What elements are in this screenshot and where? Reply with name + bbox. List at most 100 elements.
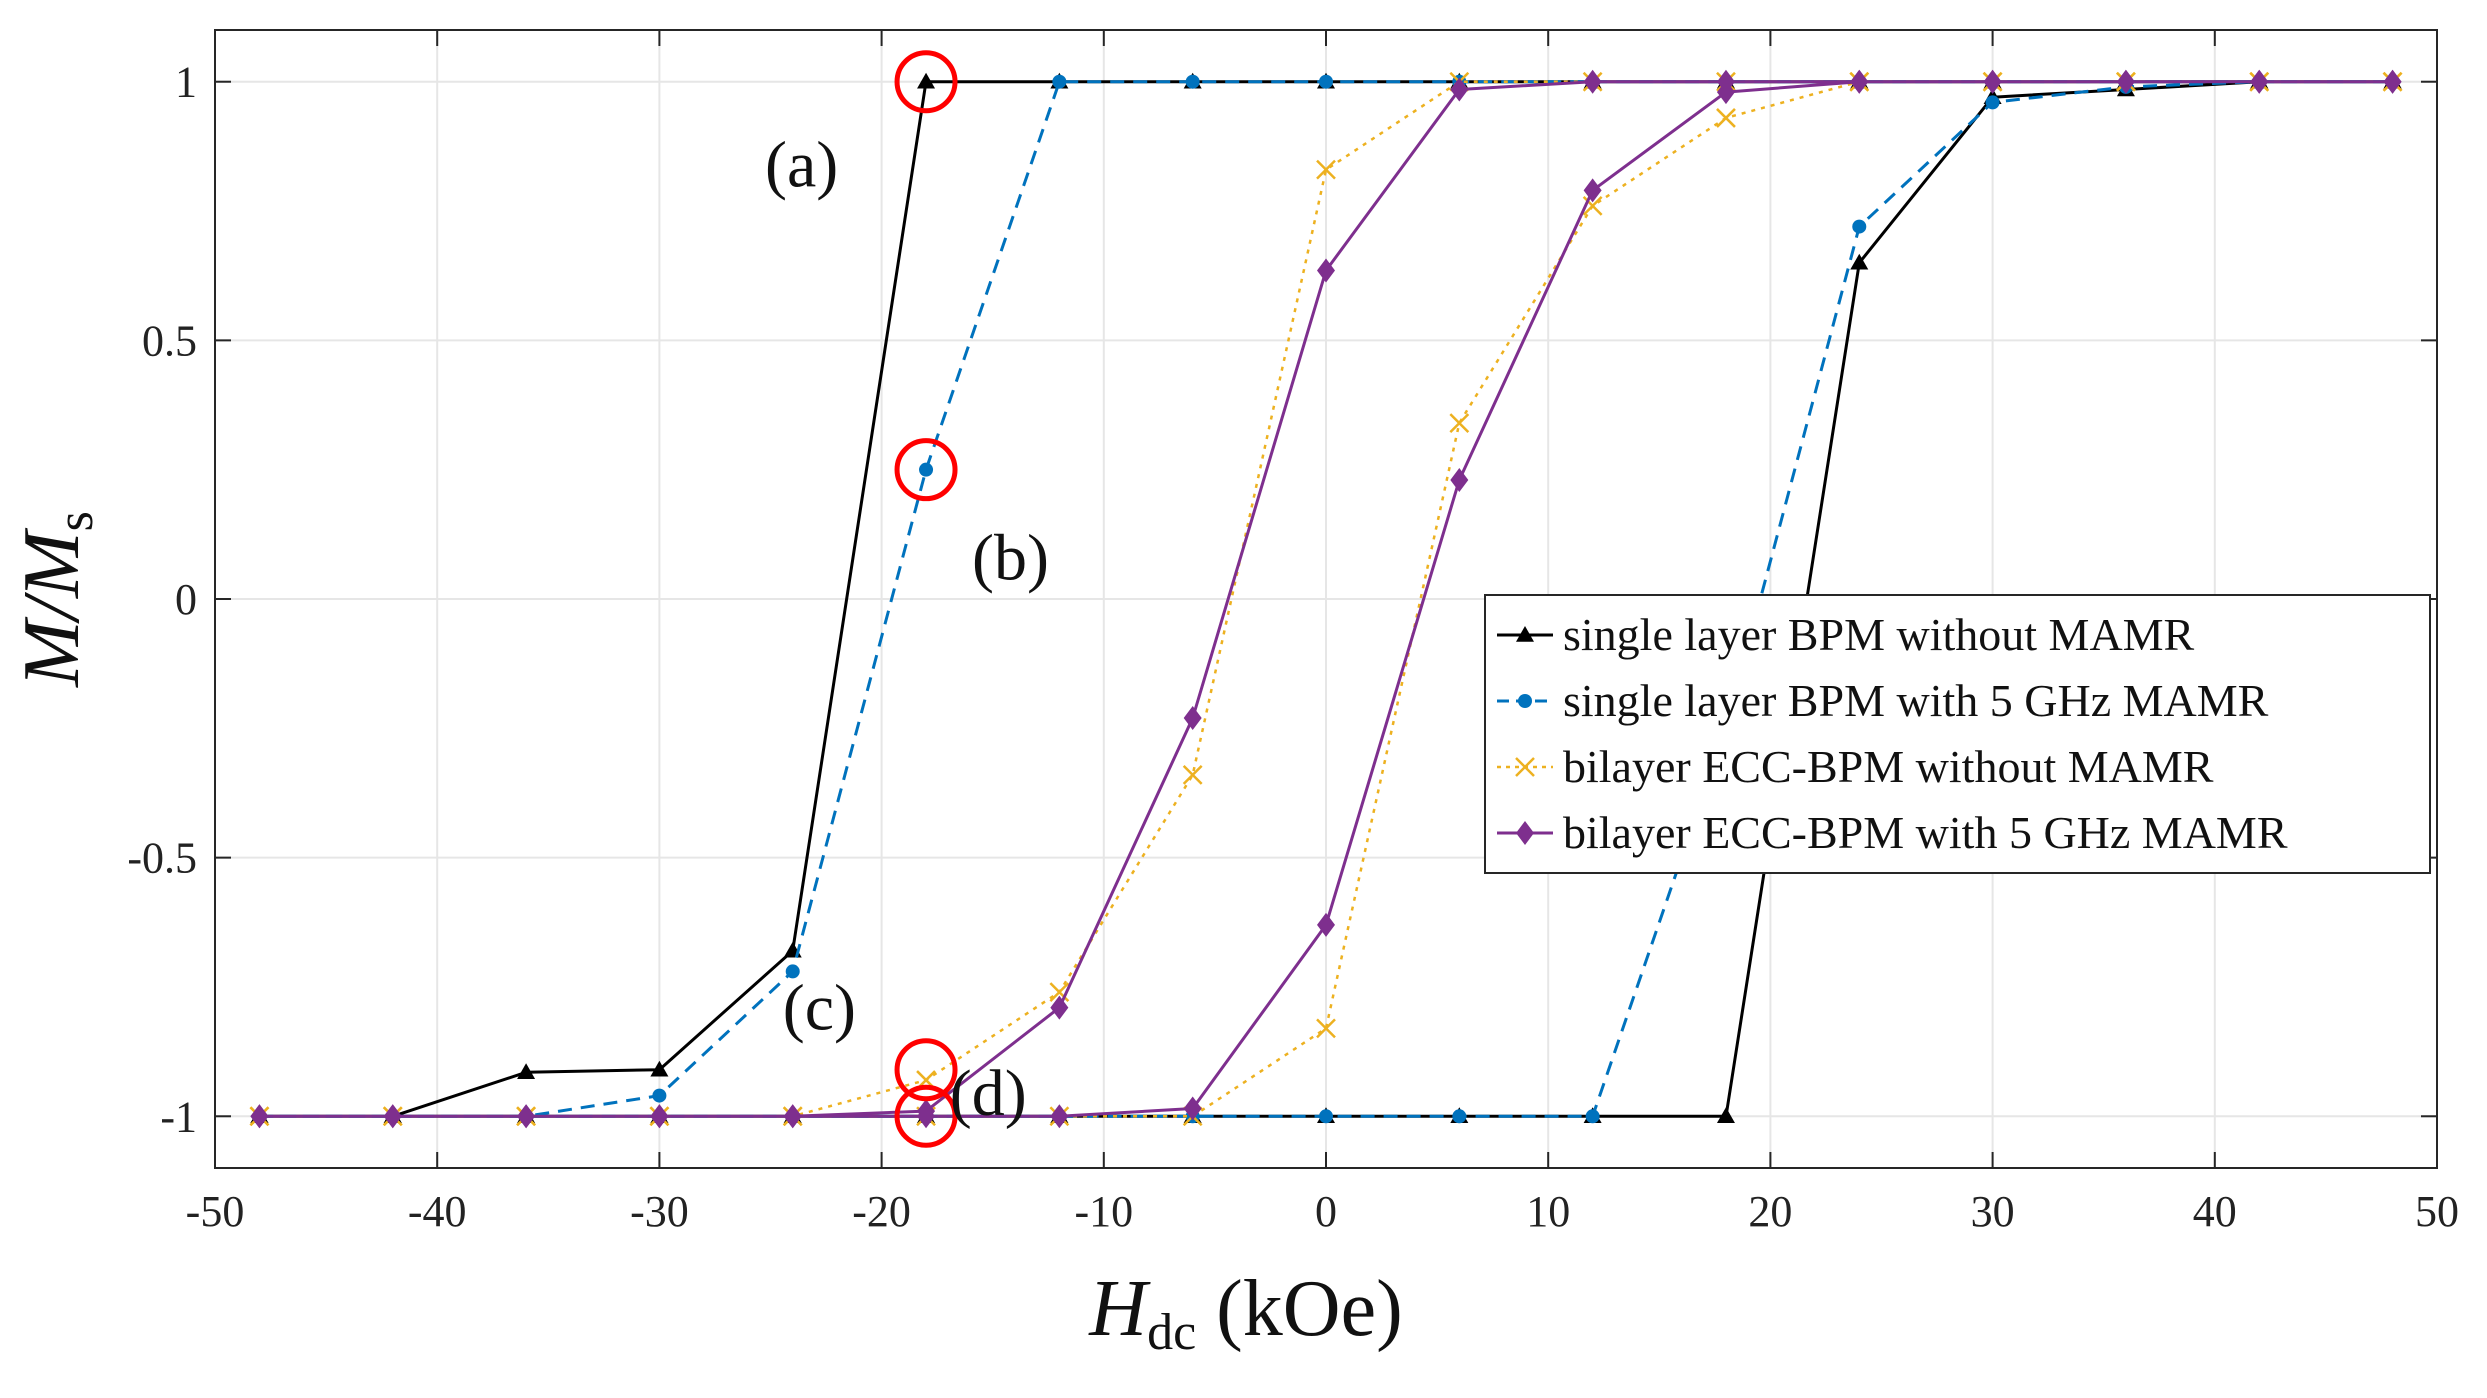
x-tick-label: -30 [630,1187,689,1236]
annotation-label: (d) [950,1057,1027,1130]
legend-label: bilayer ECC-BPM without MAMR [1563,741,2214,792]
data-point [1850,253,1869,270]
data-point-stroke [1316,159,1336,180]
data-point [1183,705,1202,730]
annotation-circle [894,438,958,502]
data-point [1316,1018,1336,1039]
data-point [1317,258,1335,283]
data-point [1852,219,1867,234]
x-tick-label: -40 [408,1187,467,1236]
x-axis-label-unit: (kOe) [1196,1265,1403,1353]
data-point [250,1104,269,1129]
data-point [2116,69,2135,94]
legend-swatch-marker [1515,757,1535,777]
data-point [1850,69,1869,94]
legend-swatch-marker [1518,694,1532,708]
x-tick-label: 50 [2415,1187,2459,1236]
legend-swatch-marker [1516,821,1534,845]
data-point [1716,108,1736,128]
data-point [650,1060,669,1077]
data-point [1185,74,1200,89]
annotation-label: (b) [972,522,1049,595]
data-point [652,1088,667,1103]
annotation-label: (a) [765,128,838,201]
data-point [1319,74,1333,89]
x-tick-label: 20 [1748,1187,1792,1236]
x-axis-label-sub: dc [1147,1304,1196,1361]
data-point [1449,413,1470,434]
legend-entry: single layer BPM without MAMR [1497,609,2195,660]
data-point-stroke [1049,982,1070,1003]
data-point-stroke [1182,764,1203,785]
y-tick-label: -1 [160,1092,197,1141]
legend-box [1484,594,2431,874]
data-point [783,1104,802,1129]
data-point [1319,1109,1333,1124]
legend-label: bilayer ECC-BPM with 5 GHz MAMR [1563,807,2288,858]
data-point [2383,69,2402,94]
data-point [1583,178,1602,203]
x-axis-label: Hdc (kOe) [1088,1265,1402,1361]
legend-label: single layer BPM with 5 GHz MAMR [1563,675,2269,726]
data-point [917,72,936,89]
data-point [917,1104,936,1129]
data-point-stroke [1449,413,1470,434]
annotation-circle [894,1084,958,1148]
x-axis-label-main: H [1088,1265,1151,1353]
data-point [383,1104,402,1129]
data-point [1050,1104,1069,1129]
data-point [1583,69,1602,94]
data-point [1450,468,1469,493]
legend-swatch-marker-stroke [1515,757,1535,777]
data-point [1450,77,1469,102]
data-point-stroke [1716,108,1736,128]
data-point [1183,1096,1202,1121]
y-axis-label-main: M/M [8,527,96,688]
x-tick-label: -10 [1074,1187,1133,1236]
data-point [1052,74,1067,89]
data-point [1985,95,2000,110]
data-point-stroke [1316,1018,1336,1039]
data-point [1716,1107,1735,1124]
data-point [1585,1109,1600,1124]
data-point [1182,764,1203,785]
data-point [785,964,800,979]
x-tick-label: -20 [852,1187,911,1236]
data-point [1050,995,1069,1020]
series-4 [250,69,2402,1129]
x-tick-label: 0 [1315,1187,1337,1236]
data-point [919,462,934,477]
data-point [517,1063,536,1080]
data-point [517,1104,536,1129]
x-tick-label: -50 [186,1187,245,1236]
legend-entry: bilayer ECC-BPM with 5 GHz MAMR [1497,807,2288,858]
legend-entry: bilayer ECC-BPM without MAMR [1497,741,2214,792]
data-point [650,1104,669,1129]
y-tick-label: -0.5 [127,834,197,883]
legend: single layer BPM without MAMR single laye… [1484,594,2431,874]
data-point [1317,912,1335,937]
data-point [1716,80,1735,105]
legend-swatch-marker [1516,626,1534,642]
data-point [1316,159,1336,180]
legend-entry: single layer BPM with 5 GHz MAMR [1497,675,2269,726]
x-tick-label: 10 [1526,1187,1570,1236]
data-point [1452,1109,1467,1124]
data-series [249,69,2403,1129]
data-point-stroke [1582,195,1603,216]
y-tick-label: 1 [175,58,197,107]
axis-ticks: -50 -40 -30 -20 -10 0 10 20 30 40 50 -1 -0.5 0 0.5 1 [127,30,2459,1236]
annotations: (a) (b) (c) (d) [765,50,1049,1148]
y-tick-label: 0.5 [142,316,197,365]
data-point [1983,69,2002,94]
legend-label: single layer BPM without MAMR [1563,609,2195,660]
x-tick-label: 40 [2193,1187,2237,1236]
x-tick-label: 30 [1971,1187,2015,1236]
data-point [2250,69,2269,94]
y-tick-label: 0 [175,575,197,624]
annotation-circle [894,50,958,114]
y-axis-label: M/Ms [8,511,104,688]
annotation-label: (c) [783,972,856,1045]
annotation-circle [894,1038,958,1102]
